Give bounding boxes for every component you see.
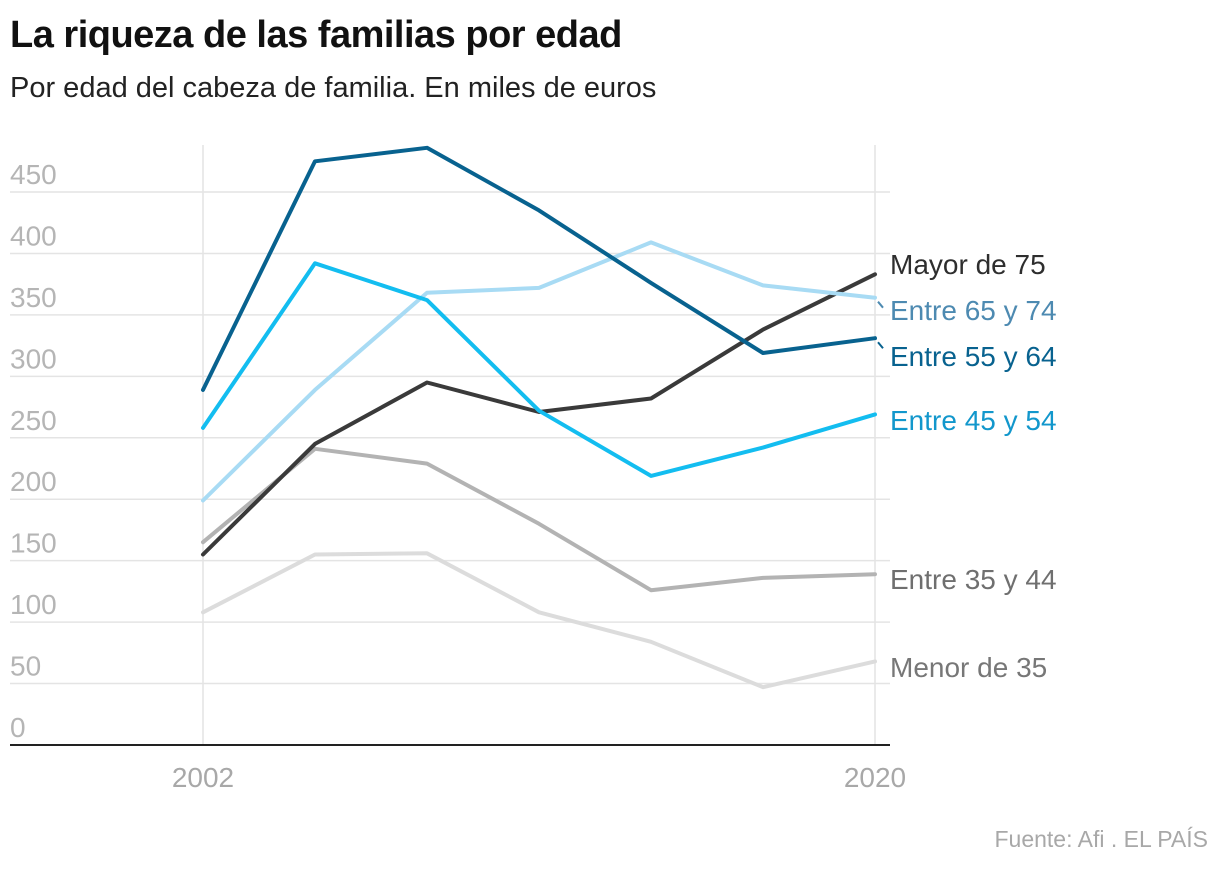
series-line: [201, 272, 877, 557]
y-tick-label: 200: [10, 466, 57, 497]
y-tick-label: 250: [10, 405, 57, 436]
chart-subtitle: Por edad del cabeza de familia. En miles…: [10, 72, 657, 104]
y-tick-label: 0: [10, 712, 26, 743]
y-tick-label: 400: [10, 220, 57, 251]
series-label: Entre 35 y 44: [890, 564, 1057, 595]
y-tick-label: 450: [10, 159, 57, 190]
series-label: Entre 65 y 74: [890, 295, 1057, 326]
series-label: Mayor de 75: [890, 249, 1046, 280]
y-tick-label: 300: [10, 343, 57, 374]
series-label: Entre 45 y 54: [890, 405, 1057, 436]
x-tick-label: 2020: [844, 762, 906, 793]
series-line: [201, 145, 877, 392]
series-label: Menor de 35: [890, 652, 1047, 683]
y-tick-label: 150: [10, 528, 57, 559]
series-label: Entre 55 y 64: [890, 341, 1057, 372]
y-tick-label: 50: [10, 651, 41, 682]
chart-title: La riqueza de las familias por edad: [10, 14, 622, 56]
x-tick-label: 2002: [172, 762, 234, 793]
series-line: [201, 261, 877, 478]
y-tick-label: 350: [10, 282, 57, 313]
series-line: [201, 446, 877, 593]
label-leader: [877, 341, 884, 349]
series-line: [201, 240, 877, 503]
source-note: Fuente: Afi . EL PAÍS: [994, 826, 1208, 852]
label-leader: [877, 301, 884, 309]
y-tick-label: 100: [10, 589, 57, 620]
series-line: [201, 551, 877, 690]
